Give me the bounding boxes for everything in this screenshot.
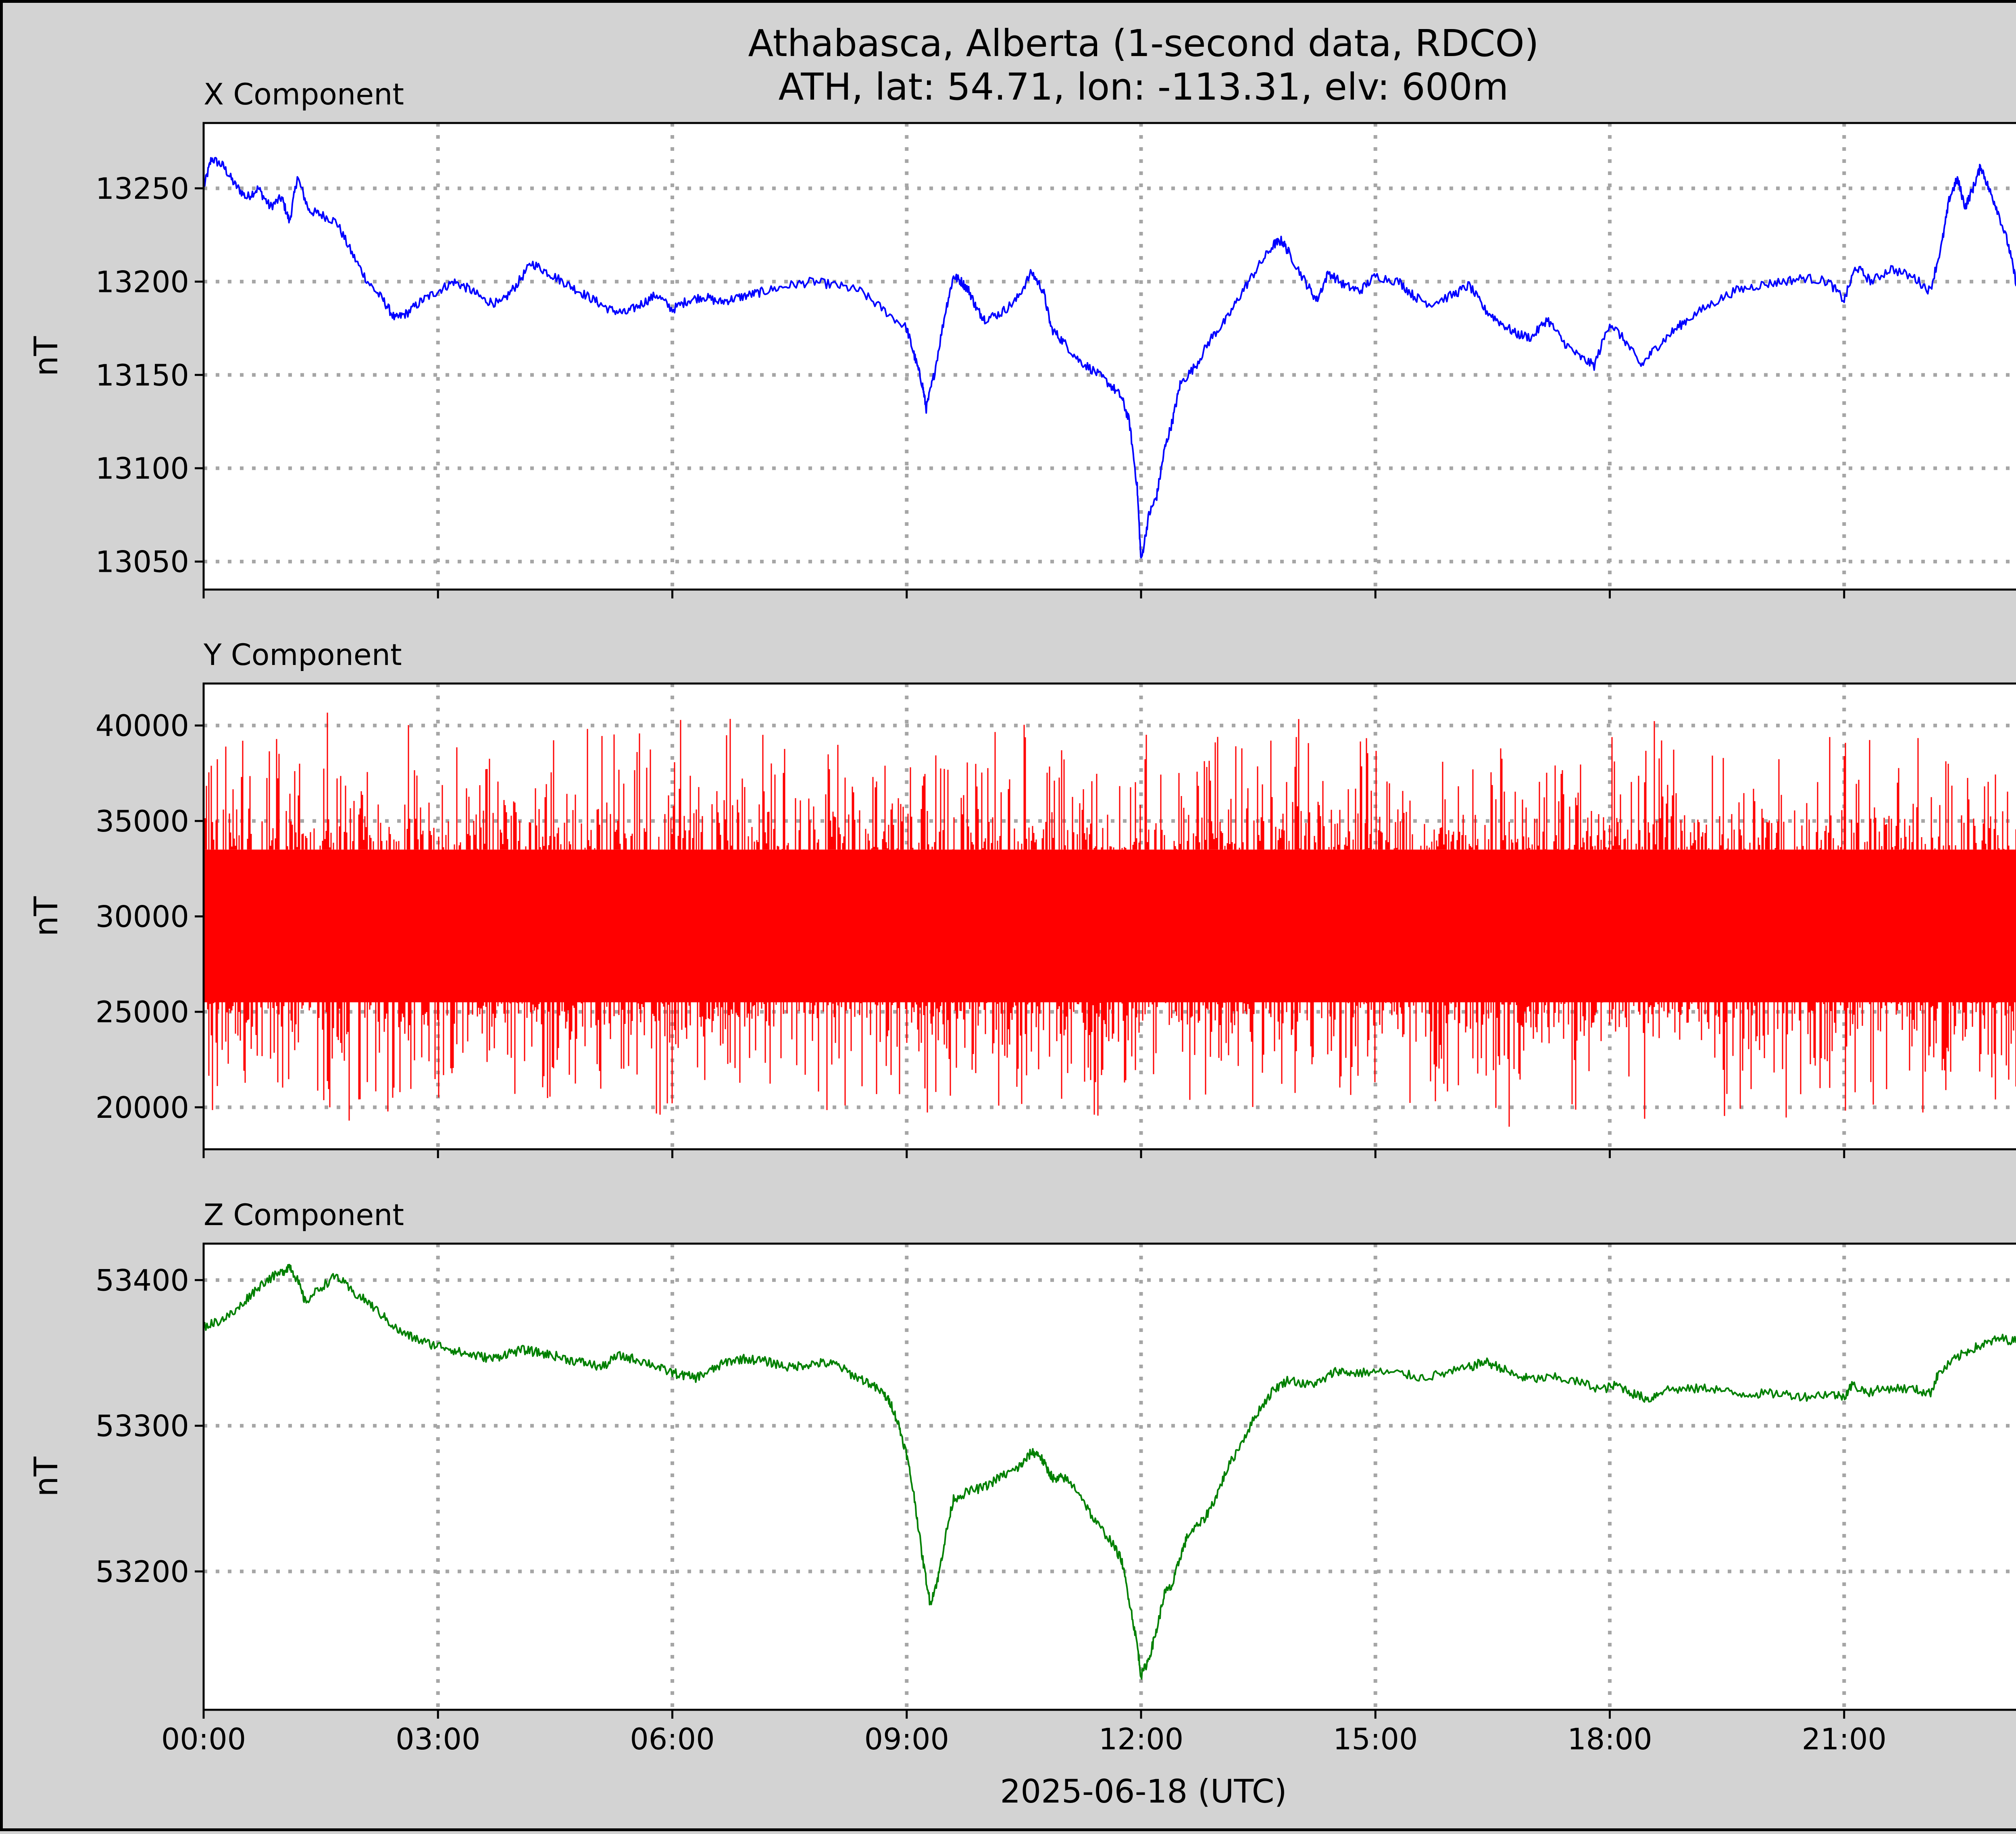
panel-3-title: Z Component xyxy=(204,1198,404,1232)
panel-3-y-axis-label: nT xyxy=(27,1456,65,1497)
panel-2-ytick-label: 40000 xyxy=(96,709,189,743)
chart-canvas: Athabasca, Alberta (1-second data, RDCO)… xyxy=(27,22,2016,1810)
panel-2-ytick-label: 25000 xyxy=(96,995,189,1030)
x-tick-label: 21:00 xyxy=(1802,1722,1887,1757)
panel-1-ytick-label: 13200 xyxy=(96,265,189,299)
panel-2-y-axis-label: nT xyxy=(27,896,65,937)
panel-1-ytick-label: 13050 xyxy=(96,545,189,579)
x-axis-label: 2025-06-18 (UTC) xyxy=(1000,1773,1287,1810)
x-tick-label: 09:00 xyxy=(864,1722,949,1757)
panel-1-plot-area xyxy=(202,122,2016,591)
x-tick-label: 18:00 xyxy=(1567,1722,1652,1757)
panel-2-ytick-label: 20000 xyxy=(96,1091,189,1125)
panel-2-ytick-label: 35000 xyxy=(96,804,189,839)
panel-1-title: X Component xyxy=(204,77,404,112)
panel-2-ytick-label: 30000 xyxy=(96,900,189,934)
panels: 13050 13100 13150 13200 13250 X Component nT 20… xyxy=(27,77,2016,1757)
panel-1-ytick-label: 13150 xyxy=(96,358,189,393)
chart-subtitle: ATH, lat: 54.71, lon: -113.31, elv: 600m xyxy=(779,65,1509,108)
x-tick-label: 03:00 xyxy=(396,1722,480,1757)
panel-1-ytick-label: 13100 xyxy=(96,452,189,486)
panel-3-ytick-label: 53400 xyxy=(96,1263,189,1298)
panel-3-plot-area xyxy=(202,1242,2016,1711)
x-tick-label: 15:00 xyxy=(1333,1722,1418,1757)
panel-1-ytick-label: 13250 xyxy=(96,172,189,206)
x-tick-label: 12:00 xyxy=(1099,1722,1183,1757)
panel-1-series-line xyxy=(203,157,2016,559)
x-tick-label: 00:00 xyxy=(161,1722,246,1757)
panel-3-series-line xyxy=(203,1264,2016,1680)
panel-3-ytick-label: 53300 xyxy=(96,1409,189,1444)
x-tick-label: 06:00 xyxy=(630,1722,714,1757)
panel-2-title: Y Component xyxy=(203,638,402,672)
panel-2-noise-band xyxy=(204,849,2016,1002)
chart-title: Athabasca, Alberta (1-second data, RDCO) xyxy=(748,22,1539,65)
panel-1-y-axis-label: nT xyxy=(27,336,65,377)
panel-3-ytick-label: 53200 xyxy=(96,1555,189,1589)
